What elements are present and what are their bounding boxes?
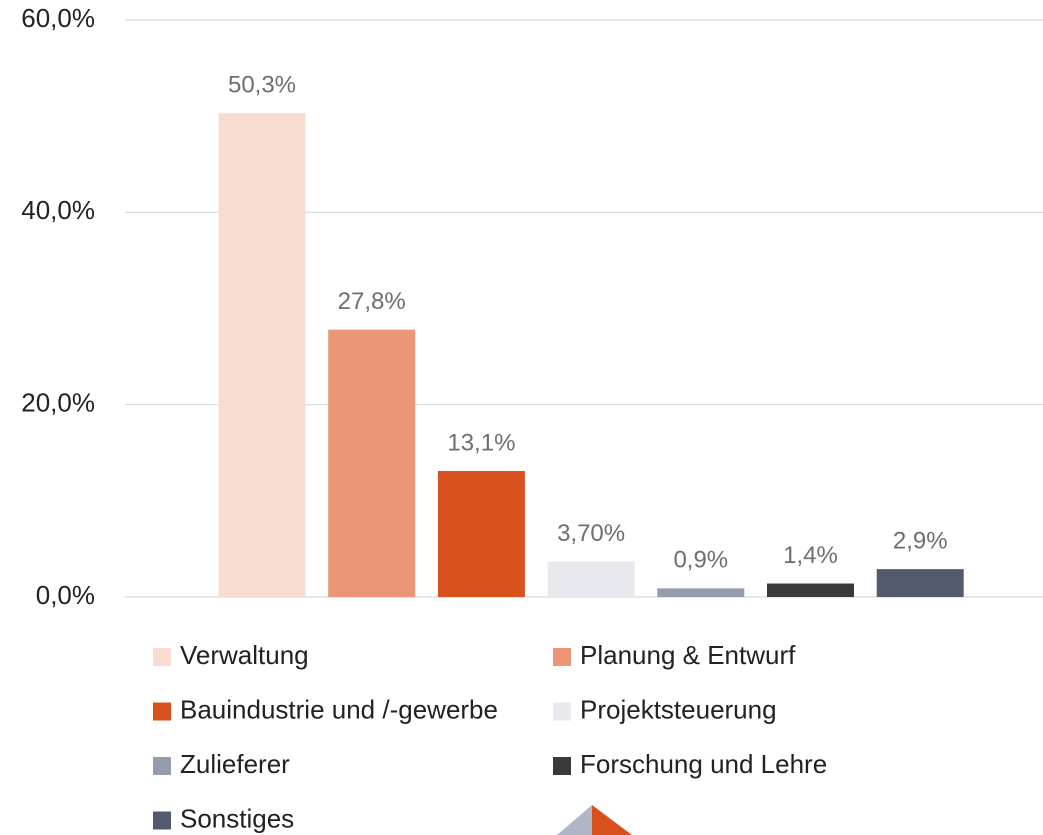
bar bbox=[876, 569, 964, 597]
logo bbox=[557, 805, 632, 835]
logo-right bbox=[592, 805, 632, 835]
bar bbox=[328, 329, 416, 597]
value-label: 13,1% bbox=[447, 429, 515, 456]
value-label: 50,3% bbox=[228, 72, 296, 99]
legend-label: Verwaltung bbox=[180, 640, 309, 670]
bar bbox=[547, 561, 635, 597]
value-label: 1,4% bbox=[783, 542, 838, 569]
y-tick-label: 0,0% bbox=[36, 580, 95, 610]
legend-label: Planung & Entwurf bbox=[580, 640, 796, 670]
value-label: 0,9% bbox=[673, 547, 728, 574]
legend-label: Forschung und Lehre bbox=[580, 749, 827, 779]
value-label: 3,70% bbox=[557, 520, 625, 547]
bar bbox=[657, 588, 745, 597]
bar bbox=[218, 113, 306, 597]
legend-swatch bbox=[553, 648, 571, 666]
legend-label: Zulieferer bbox=[180, 749, 290, 779]
value-label: 27,8% bbox=[338, 288, 406, 315]
y-tick-label: 40,0% bbox=[21, 195, 95, 225]
legend-swatch bbox=[553, 702, 571, 721]
legend-label: Sonstiges bbox=[180, 803, 294, 833]
bar bbox=[437, 471, 525, 597]
logo-left bbox=[557, 805, 592, 835]
legend-swatch bbox=[153, 811, 171, 830]
y-tick-label: 60,0% bbox=[21, 3, 95, 33]
legend-label: Projektsteuerung bbox=[580, 694, 777, 724]
legend-swatch bbox=[153, 702, 171, 721]
legend-swatch bbox=[153, 757, 171, 775]
legend-swatch bbox=[153, 648, 171, 666]
y-tick-label: 20,0% bbox=[21, 388, 95, 418]
legend-swatch bbox=[553, 757, 571, 775]
bar bbox=[767, 583, 854, 597]
value-label: 2,9% bbox=[893, 527, 948, 554]
legend-label: Bauindustrie und /-gewerbe bbox=[180, 694, 498, 724]
